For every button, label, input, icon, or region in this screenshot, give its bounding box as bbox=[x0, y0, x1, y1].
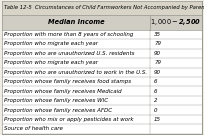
Bar bbox=[2, 49, 202, 58]
Text: Proportion whose family receives food stamps: Proportion whose family receives food st… bbox=[4, 79, 131, 84]
Bar bbox=[2, 15, 202, 30]
Bar bbox=[2, 1, 202, 15]
Text: 2: 2 bbox=[154, 98, 157, 103]
Text: 79: 79 bbox=[154, 41, 161, 46]
Bar bbox=[2, 86, 202, 96]
Text: 90: 90 bbox=[154, 51, 161, 56]
Text: Proportion who are unauthorized to work in the U.S.: Proportion who are unauthorized to work … bbox=[4, 70, 147, 75]
Text: $1,000-$2,500: $1,000-$2,500 bbox=[150, 17, 202, 27]
Text: Proportion who migrate each year: Proportion who migrate each year bbox=[4, 41, 98, 46]
Bar bbox=[2, 39, 202, 49]
Text: Source of health care: Source of health care bbox=[4, 126, 63, 131]
Text: 35: 35 bbox=[154, 32, 161, 37]
Text: 79: 79 bbox=[154, 60, 161, 65]
Text: Proportion whose family receives WIC: Proportion whose family receives WIC bbox=[4, 98, 108, 103]
Text: 6: 6 bbox=[154, 79, 157, 84]
Bar bbox=[2, 68, 202, 77]
Text: Proportion who migrate each year: Proportion who migrate each year bbox=[4, 60, 98, 65]
Text: Proportion who are unauthorized U.S. residents: Proportion who are unauthorized U.S. res… bbox=[4, 51, 134, 56]
Bar bbox=[2, 96, 202, 105]
Bar bbox=[2, 30, 202, 39]
Bar bbox=[2, 124, 202, 134]
Bar bbox=[2, 115, 202, 124]
Text: Proportion who mix or apply pesticides at work: Proportion who mix or apply pesticides a… bbox=[4, 117, 133, 122]
Bar bbox=[2, 105, 202, 115]
Text: Proportion whose family receives AFDC: Proportion whose family receives AFDC bbox=[4, 108, 112, 113]
Text: 15: 15 bbox=[154, 117, 161, 122]
Bar bbox=[2, 58, 202, 68]
Text: Proportion with more than 8 years of schooling: Proportion with more than 8 years of sch… bbox=[4, 32, 133, 37]
Text: Median Income: Median Income bbox=[48, 19, 104, 25]
Text: 90: 90 bbox=[154, 70, 161, 75]
Text: Proportion whose family receives Medicaid: Proportion whose family receives Medicai… bbox=[4, 89, 121, 94]
Text: 6: 6 bbox=[154, 89, 157, 94]
Text: Table 12-5  Circumstances of Child Farmworkers Not Accompanied by Parents, 1: Table 12-5 Circumstances of Child Farmwo… bbox=[4, 5, 204, 11]
Text: 0: 0 bbox=[154, 108, 157, 113]
Bar bbox=[2, 77, 202, 86]
